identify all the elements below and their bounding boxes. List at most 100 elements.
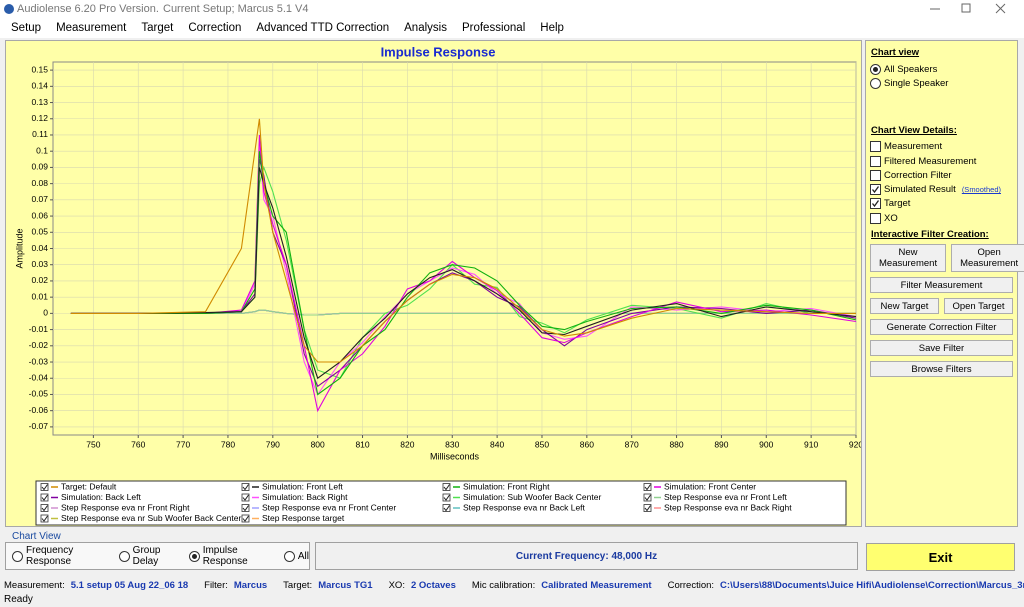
checkbox-option[interactable]: Simulated Result (Smoothed) [870,182,1013,196]
x-tick-label: 820 [400,439,414,449]
check-mark [443,505,450,512]
y-tick-label: -0.01 [29,324,49,334]
checkbox-option[interactable]: Correction Filter [870,168,1013,182]
x-tick-label: 790 [266,439,280,449]
y-tick-label: 0.07 [31,194,48,204]
check-mark [41,484,48,491]
y-tick-label: 0.04 [31,243,48,253]
legend-label: Step Response target [262,513,345,523]
checkbox[interactable] [870,198,881,210]
y-axis-label: Amplitude [14,228,24,268]
check-mark [644,494,651,501]
radio-dot [191,553,197,559]
x-tick-label: 920 [849,439,861,449]
checkbox-label: Filtered Measurement [884,155,977,167]
status-value: C:\Users\88\Documents\Juice Hifi\Audiole… [720,580,1024,591]
menu-item[interactable]: Advanced TTD Correction [256,22,390,34]
checkbox-option[interactable]: XO [870,211,1013,225]
button[interactable]: Open Measurement [951,244,1024,273]
checkbox-option[interactable]: Filtered Measurement [870,154,1013,168]
checkbox-label: Target [884,198,911,210]
legend-label: Step Response eva nr Back Right [664,502,792,512]
menu-item[interactable]: Target [141,22,174,34]
status-value: Marcus [233,580,268,591]
radio-option[interactable]: Impulse Response [188,545,280,567]
button-row: Generate Correction Filter [870,319,1013,336]
status-value: 2 Octaves [410,580,456,591]
radio-button[interactable] [283,550,295,562]
check-mark [644,484,651,491]
legend-label: Step Response eva nr Front Right [61,502,190,512]
checkbox[interactable] [870,169,881,181]
radio-option[interactable]: All Speakers [870,62,1013,76]
checkbox-option[interactable]: Measurement [870,140,1013,154]
legend-label: Target: Default [61,481,117,491]
legend-checkbox [442,493,451,502]
radio-option[interactable]: Single Speaker [870,76,1013,90]
checkbox[interactable] [870,184,881,196]
x-tick-label: 770 [176,439,190,449]
y-tick-label: 0.13 [31,97,48,107]
legend-label: Simulation: Back Right [262,492,348,502]
radio-button[interactable] [870,77,881,89]
y-tick-label: 0.05 [31,227,48,237]
x-tick-label: 800 [311,439,325,449]
x-tick-label: 900 [759,439,773,449]
radio-button[interactable] [188,550,200,562]
check-mark [242,484,249,491]
button[interactable]: New Measurement [870,244,947,273]
legend-checkbox [40,504,49,512]
button[interactable]: Browse Filters [870,361,1013,378]
legend-label: Simulation: Sub Woofer Back Center [463,492,601,502]
checkbox[interactable] [870,155,881,167]
radio-option[interactable]: Frequency Response [12,545,115,567]
side-panel: Chart view All Speakers Single Speaker Char… [865,40,1024,527]
button[interactable]: Filter Measurement [870,277,1013,294]
y-tick-label: 0.06 [31,210,48,220]
series-line [70,167,857,380]
menu-item[interactable]: Professional [461,22,526,34]
legend-checkbox [442,504,451,512]
check-mark [41,494,48,501]
radio-button[interactable] [870,63,881,75]
radio-option[interactable]: All [283,550,309,562]
radio-label: Frequency Response [26,545,74,567]
series-line [70,118,856,363]
menu-item[interactable]: Measurement [56,22,127,34]
x-axis-label: Milliseconds [430,451,480,461]
status-line: Measurement: 5.1 setup 05 Aug 22_06 18 Fil… [4,580,1024,592]
button[interactable]: New Target [870,298,939,315]
y-tick-label: 0.12 [31,113,48,123]
radio-option[interactable]: Group Delay [118,545,185,567]
radio-button[interactable] [12,550,23,562]
status-value: Calibrated Measurement [541,580,652,591]
current-setup: Current Setup; Marcus 5.1 V4 [163,3,309,15]
ready-status: Ready [4,594,33,605]
status-value: Marcus TG1 [318,580,373,591]
menu-item[interactable]: Setup [11,22,42,34]
checkbox[interactable] [870,212,881,224]
y-tick-label: -0.07 [29,421,49,431]
legend-checkbox [643,483,652,491]
radio-label: Impulse Response [202,545,248,567]
smoothed-link[interactable]: (Smoothed) [961,185,1001,195]
button-row: Save Filter [870,340,1013,357]
radio-button[interactable] [118,550,130,562]
button[interactable]: Generate Correction Filter [870,319,1013,336]
radio-label: All [297,550,309,562]
button[interactable]: Open Target [944,298,1013,315]
check-mark [644,505,651,512]
y-tick-label: 0 [43,308,48,318]
checkbox-option[interactable]: Target [870,197,1013,211]
button[interactable]: Save Filter [870,340,1013,357]
exit-button[interactable]: Exit [866,543,1015,571]
check-mark [242,515,249,522]
legend-checkbox [643,493,652,502]
chart: Impulse Response -0.07 -0.06 -0.05 -0.04 -0.0… [14,44,863,526]
menu-item[interactable]: Analysis [404,22,447,34]
checkbox[interactable] [870,141,881,153]
window-controls[interactable] [920,0,1024,18]
menu-item[interactable]: Correction [188,22,242,34]
legend-label: Simulation: Back Left [61,492,141,502]
menu-item[interactable]: Help [540,22,564,34]
